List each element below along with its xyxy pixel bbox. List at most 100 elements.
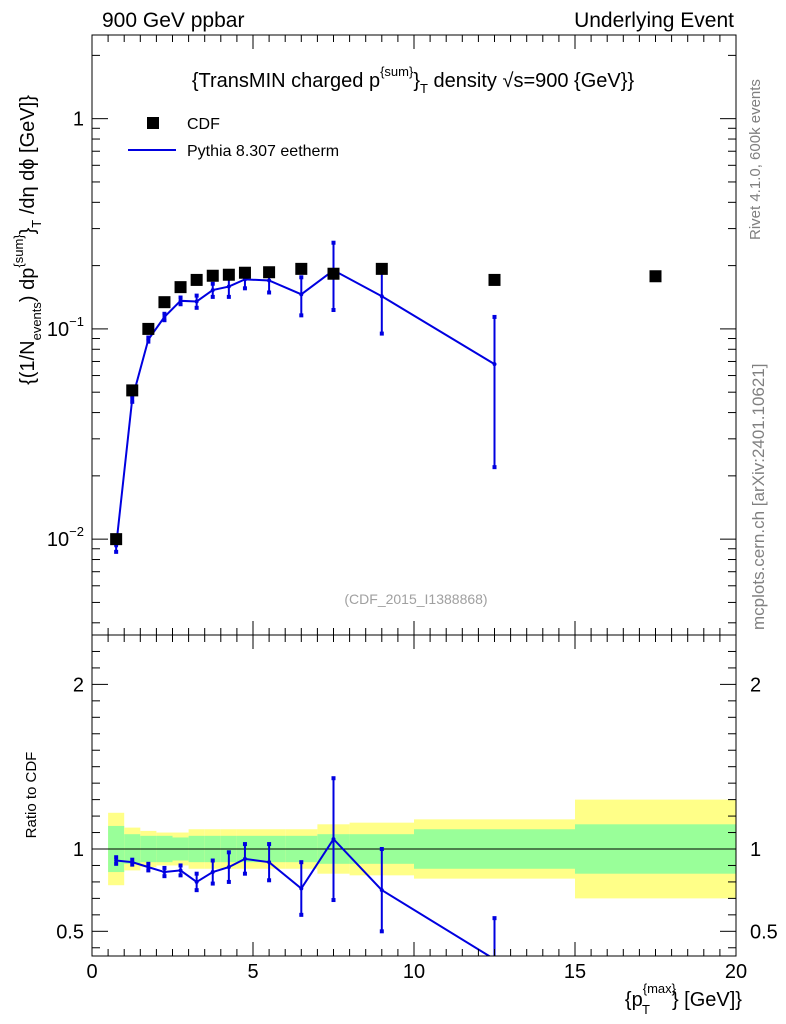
ratio-error-cap bbox=[146, 861, 151, 866]
ratio-point bbox=[162, 870, 167, 875]
ratio-axis-ticks: 0 5 10 15 200.5 0.51 12 2 bbox=[56, 634, 778, 983]
y-tick-label-base: 10 bbox=[47, 319, 69, 341]
pythia-point bbox=[492, 362, 497, 367]
ratio-point bbox=[210, 870, 215, 875]
ratio-y-tick-label-right: 2 bbox=[750, 674, 761, 696]
ratio-error-cap bbox=[114, 855, 119, 860]
cdf-data-point bbox=[190, 273, 203, 286]
pythia-error-cap bbox=[492, 465, 497, 470]
ratio-error-cap bbox=[299, 912, 304, 917]
pythia-point bbox=[379, 294, 384, 299]
ratio-y-tick-label-right: 1 bbox=[750, 839, 761, 861]
pythia-error-cap bbox=[146, 339, 151, 344]
ratio-series-group bbox=[114, 776, 497, 1002]
ratio-pythia-line bbox=[116, 837, 492, 956]
ratio-error-cap bbox=[162, 874, 167, 879]
ratio-y-tick-label: 0.5 bbox=[56, 921, 84, 943]
pythia-error-cap bbox=[162, 311, 167, 316]
pythia-error-cap bbox=[146, 335, 151, 340]
pythia-line bbox=[115, 269, 496, 546]
ratio-point bbox=[379, 888, 384, 893]
cdf-data-point bbox=[158, 296, 171, 309]
pythia-error-cap bbox=[178, 302, 183, 307]
ratio-error-cap bbox=[146, 868, 151, 873]
pythia-error-cap bbox=[178, 295, 183, 300]
ratio-error-cap bbox=[210, 881, 215, 886]
y-tick-label: 10−1 bbox=[47, 314, 84, 341]
pythia-error-cap bbox=[130, 399, 135, 404]
cdf-data-point bbox=[488, 273, 501, 286]
analysis-watermark: (CDF_2015_I1388868) bbox=[344, 591, 487, 607]
rivet-version-text: Rivet 4.1.0, 600k events bbox=[747, 79, 764, 240]
pythia-error-cap bbox=[267, 290, 272, 295]
ratio-point bbox=[493, 957, 497, 961]
ratio-point bbox=[178, 868, 183, 873]
ratio-error-cap bbox=[242, 842, 247, 847]
ratio-error-cap bbox=[493, 998, 497, 1002]
pythia-error-cap bbox=[492, 314, 497, 319]
ratio-error-cap bbox=[114, 861, 119, 866]
main-axis-ticks: 10−210−11 bbox=[47, 35, 737, 635]
cdf-data-point bbox=[649, 270, 662, 283]
ratio-point bbox=[242, 856, 247, 861]
legend-cdf-marker bbox=[147, 117, 159, 129]
ratio-frame bbox=[91, 634, 737, 957]
ratio-error-cap bbox=[162, 865, 167, 870]
ratio-y-tick-label: 1 bbox=[73, 839, 84, 861]
pythia-error-cap bbox=[242, 286, 247, 291]
ratio-error-cap bbox=[379, 847, 384, 851]
ratio-error-cap bbox=[242, 871, 247, 876]
ratio-error-cap bbox=[331, 898, 336, 903]
ratio-error-cap bbox=[178, 863, 183, 868]
y-tick-label-base: 10 bbox=[47, 529, 69, 551]
ratio-error-cap bbox=[331, 776, 336, 781]
x-tick-label: 0 bbox=[86, 961, 97, 983]
ratio-point bbox=[331, 837, 336, 842]
ratio-error-cap bbox=[299, 860, 304, 865]
ratio-point bbox=[267, 860, 272, 865]
pythia-error-cap bbox=[299, 313, 304, 318]
pythia-point bbox=[210, 288, 215, 293]
cdf-data-point bbox=[222, 268, 235, 281]
cdf-data-point bbox=[126, 384, 139, 397]
pythia-error-cap bbox=[299, 275, 304, 280]
y-tick-label: 10−2 bbox=[47, 524, 84, 551]
cdf-data-point bbox=[206, 269, 219, 282]
ratio-point bbox=[130, 860, 135, 865]
cdf-data-point bbox=[295, 262, 308, 275]
ratio-error-cap bbox=[194, 871, 199, 876]
pythia-error-cap bbox=[331, 308, 336, 313]
ratio-error-cap bbox=[194, 888, 199, 893]
pythia-error-cap bbox=[114, 549, 119, 554]
main-y-axis-label: {(1/Nevents) dp{sum}}T /dη dϕ [GeV]} bbox=[11, 95, 44, 385]
ratio-point bbox=[299, 886, 304, 891]
x-axis-label: {p{max} T} [GeV]} bbox=[625, 981, 742, 1017]
cdf-data-point bbox=[174, 281, 187, 294]
pythia-point bbox=[267, 278, 272, 283]
ratio-error-cap bbox=[210, 858, 215, 863]
pythia-point bbox=[194, 299, 199, 304]
cdf-data-point bbox=[110, 533, 123, 546]
pythia-point bbox=[178, 298, 183, 303]
pythia-point bbox=[226, 284, 231, 289]
ratio-error-cap bbox=[130, 862, 135, 867]
x-tick-label: 5 bbox=[247, 961, 258, 983]
y-tick-label-exp: −1 bbox=[69, 314, 84, 329]
pythia-error-cap bbox=[162, 318, 167, 323]
ratio-error-cap bbox=[226, 850, 231, 855]
cdf-data-point bbox=[375, 262, 388, 275]
legend-pythia-label: Pythia 8.307 eetherm bbox=[187, 143, 339, 160]
y-tick-label-exp: −2 bbox=[69, 524, 84, 539]
x-tick-label: 15 bbox=[564, 961, 586, 983]
ratio-error-cap bbox=[379, 929, 384, 934]
pythia-error-cap bbox=[210, 281, 215, 286]
ratio-panel: 0 5 10 15 200.5 0.51 12 2 Ratio to CDF {p{max} T… bbox=[23, 634, 778, 1017]
ratio-point bbox=[194, 879, 199, 884]
ratio-error-cap bbox=[226, 879, 231, 884]
ratio-error-cap bbox=[130, 857, 135, 862]
cdf-data-point bbox=[327, 267, 340, 280]
mcplots-credit-text: mcplots.cern.ch [arXiv:2401.10621] bbox=[749, 364, 768, 630]
legend-cdf-label: CDF bbox=[187, 116, 220, 133]
ratio-error-cap bbox=[267, 842, 272, 847]
